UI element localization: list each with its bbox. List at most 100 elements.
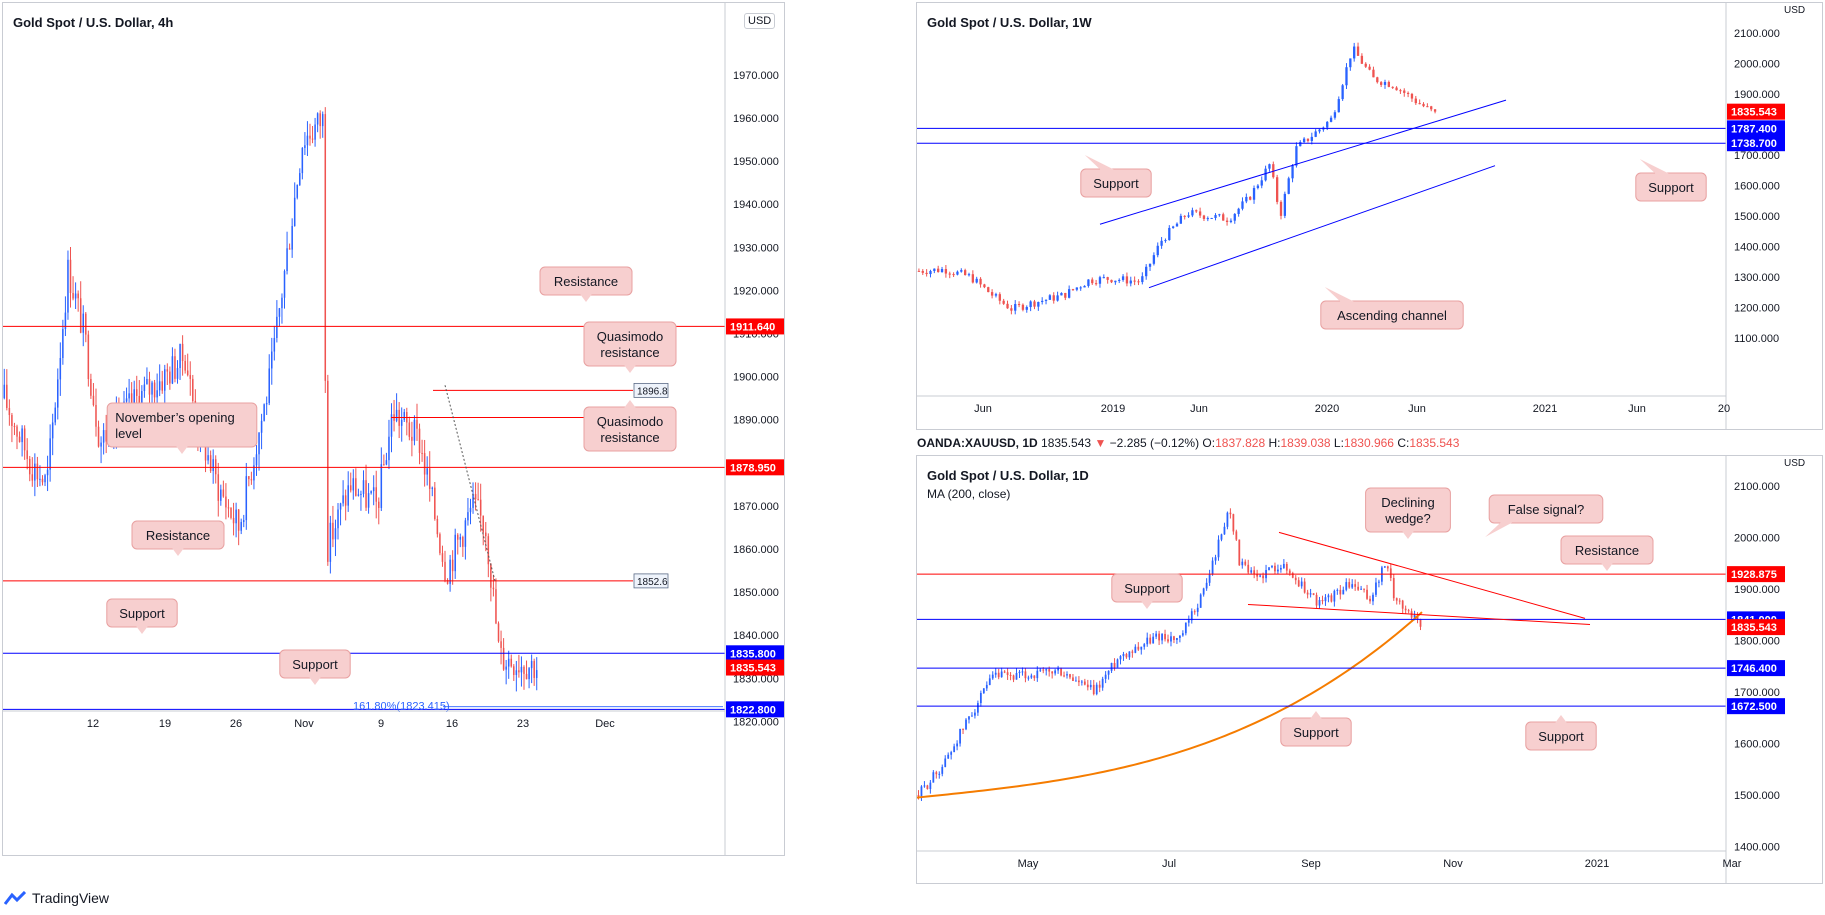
candle-1d xyxy=(1021,671,1024,673)
y-tick-label: 1600.000 xyxy=(1734,181,1780,193)
candle-4h xyxy=(85,313,87,335)
callout-support-text: Support xyxy=(119,606,165,621)
price-tag xyxy=(1727,698,1785,715)
chart-1d-canvas[interactable]: 2100.000 2000.000 1900.000 1800.000 1700.000… xyxy=(917,456,1822,883)
candle-4h xyxy=(143,384,146,392)
candle-1w xyxy=(1302,138,1306,143)
candle-1d xyxy=(1229,512,1232,515)
candle-1w xyxy=(1191,210,1194,216)
candle-1w xyxy=(1021,304,1025,310)
x-tick-label: 23 xyxy=(517,718,529,730)
candle-1w xyxy=(1430,106,1433,110)
level-tag-label: 1852.6 xyxy=(637,577,668,588)
candle-1d xyxy=(959,728,961,744)
candle-4h xyxy=(469,507,472,513)
candle-4h xyxy=(456,534,459,540)
candle-4h xyxy=(495,589,497,624)
level-tag-label: 1896.8 xyxy=(637,386,668,397)
symbol-label[interactable]: OANDA:XAUUSD, 1D xyxy=(917,436,1038,450)
price-tag-label: 1835.800 xyxy=(730,648,776,660)
candle-1w xyxy=(1249,196,1252,200)
callout-support-2: Support xyxy=(1635,159,1707,202)
candle-4h xyxy=(324,114,327,381)
candle-4h xyxy=(365,480,367,508)
y-tick-label: 1400.000 xyxy=(1734,242,1780,254)
candle-4h xyxy=(321,114,324,127)
candle-1d xyxy=(1000,671,1003,678)
candle-4h xyxy=(383,464,385,466)
candle-1d xyxy=(920,786,923,797)
currency-label[interactable]: USD xyxy=(1784,458,1806,469)
candle-4h xyxy=(347,485,349,506)
y-axis-bg xyxy=(1726,3,1822,429)
candle-4h xyxy=(189,375,192,379)
y-tick-label: 1970.000 xyxy=(733,70,779,82)
price-tag xyxy=(1727,135,1785,152)
candle-1w xyxy=(1037,301,1040,307)
candle-1d xyxy=(979,693,982,704)
candle-4h xyxy=(232,517,235,524)
candle-1d xyxy=(1339,589,1342,595)
candle-4h xyxy=(332,522,334,540)
candle-1d xyxy=(1202,588,1205,595)
candle-1w xyxy=(1033,301,1036,307)
x-tick-label: 2021 xyxy=(1585,858,1609,870)
candle-1w xyxy=(1164,240,1167,242)
candle-1w xyxy=(1067,289,1071,298)
candle-1w xyxy=(1044,299,1048,301)
chart-panel-1w[interactable]: 2100.000 2000.000 1900.000 1700.000 1600.000… xyxy=(916,2,1823,430)
candle-1w xyxy=(1306,138,1310,141)
candle-1d xyxy=(1063,675,1065,677)
candle-1w xyxy=(1129,280,1132,284)
candle-4h xyxy=(446,580,449,584)
callout-november-open-text: November’s opening xyxy=(115,410,234,425)
close-value: 1835.543 xyxy=(1409,436,1460,450)
candle-1w xyxy=(1237,208,1240,215)
candle-1d xyxy=(1268,567,1270,571)
currency-label[interactable]: USD xyxy=(1784,5,1806,16)
candle-1d xyxy=(956,743,958,747)
candle-4h xyxy=(237,509,240,531)
chart-panel-1d[interactable]: 2100.000 2000.000 1900.000 1800.000 1700.000… xyxy=(916,455,1823,884)
candle-4h xyxy=(148,378,151,395)
candle-1w xyxy=(1148,263,1152,267)
x-tick-label: Jul xyxy=(1162,858,1176,870)
fib-label: 161.80%(1823.415) xyxy=(353,701,450,713)
y-tick-label: 1860.000 xyxy=(733,544,779,556)
candle-4h xyxy=(28,458,31,475)
candle-1d xyxy=(1285,563,1288,571)
chart-1w-canvas[interactable]: 2100.000 2000.000 1900.000 1700.000 1600.000… xyxy=(917,3,1822,429)
tradingview-logo[interactable]: TradingView xyxy=(4,890,109,906)
candle-1w xyxy=(1414,98,1417,104)
candle-1d xyxy=(1164,633,1166,640)
callout-support-2-text: Support xyxy=(292,657,338,672)
candle-4h xyxy=(510,658,513,667)
candle-4h xyxy=(146,378,148,385)
candle-4h xyxy=(41,478,44,483)
candle-4h xyxy=(166,369,169,372)
y-tick-label: 1900.000 xyxy=(1734,584,1780,596)
candle-4h xyxy=(291,226,293,250)
candle-1w xyxy=(1064,292,1067,298)
candle-1w xyxy=(1079,287,1082,289)
callout-declining-wedge-text: Declining xyxy=(1381,495,1434,510)
channel-upper-line xyxy=(1099,99,1507,225)
candle-1w xyxy=(1233,214,1236,221)
candle-4h xyxy=(36,463,39,480)
callout-november-open-text: level xyxy=(115,426,142,441)
currency-label[interactable]: USD xyxy=(744,13,776,29)
chart-4h-canvas[interactable]: 161.80%(1823.415) 1970.000 1960.000 1950.00… xyxy=(3,3,784,855)
candle-1d xyxy=(1345,582,1348,590)
candle-1w xyxy=(1121,276,1125,280)
candle-1d xyxy=(1297,580,1300,587)
candle-1d xyxy=(1303,581,1306,593)
candle-1w xyxy=(921,270,924,273)
candle-4h xyxy=(268,368,270,404)
candle-1d xyxy=(1181,633,1184,636)
candle-1d xyxy=(1386,566,1389,569)
candle-1d xyxy=(1250,570,1253,573)
candle-4h xyxy=(487,536,490,565)
chart-panel-4h[interactable]: 161.80%(1823.415) 1970.000 1960.000 1950.00… xyxy=(2,2,785,856)
candle-1d xyxy=(923,785,926,787)
candle-1w xyxy=(1422,103,1425,107)
